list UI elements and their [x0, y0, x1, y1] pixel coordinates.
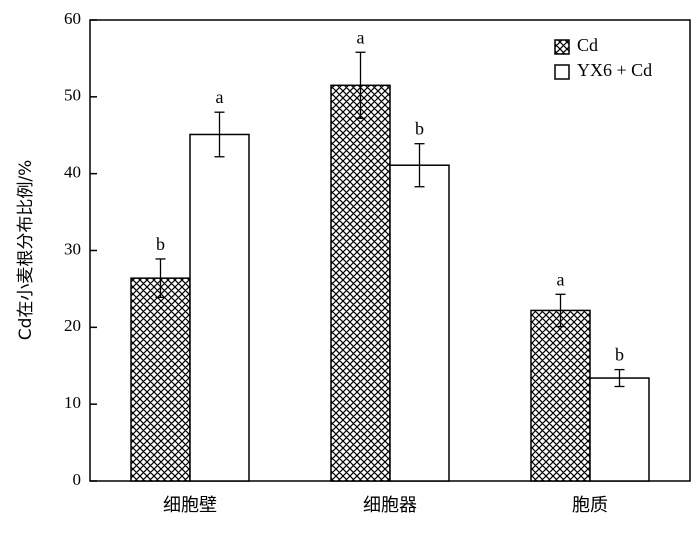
x-category-label: 细胞壁 [163, 495, 217, 516]
legend-label: YX6 + Cd [577, 60, 652, 80]
x-category-label: 细胞器 [363, 495, 417, 516]
x-axis: 细胞壁 细胞器 胞质 [163, 474, 608, 516]
significance-label: a [557, 269, 565, 289]
legend: Cd YX6 + Cd [554, 35, 652, 80]
legend-swatch [554, 64, 570, 80]
significance-label: a [357, 27, 365, 47]
y-axis-title: Cd在小麦根分布比例/% [16, 160, 36, 341]
y-axis: 0 10 20 30 40 50 60 [64, 9, 97, 489]
bar-cd [130, 277, 191, 482]
y-tick-label: 0 [73, 470, 82, 489]
y-tick-label: 60 [64, 9, 81, 28]
bars-group: b a a a b b [130, 27, 650, 482]
bar-yx6-cd [189, 133, 250, 482]
legend-swatch [554, 39, 570, 55]
x-category-label: 胞质 [572, 495, 608, 516]
y-tick-label: 20 [64, 316, 81, 335]
significance-label: a [216, 87, 224, 107]
y-tick-label: 40 [64, 163, 81, 182]
y-tick-label: 30 [64, 239, 81, 258]
significance-label: b [615, 345, 624, 365]
bar-yx6-cd [389, 164, 450, 482]
significance-label: b [415, 119, 424, 139]
significance-label: b [156, 234, 165, 254]
y-tick-label: 50 [64, 86, 81, 105]
bar-cd [330, 84, 391, 482]
bar-cd [530, 309, 591, 482]
y-tick-label: 10 [64, 393, 81, 412]
legend-label: Cd [577, 35, 598, 55]
bar-yx6-cd [589, 377, 650, 482]
